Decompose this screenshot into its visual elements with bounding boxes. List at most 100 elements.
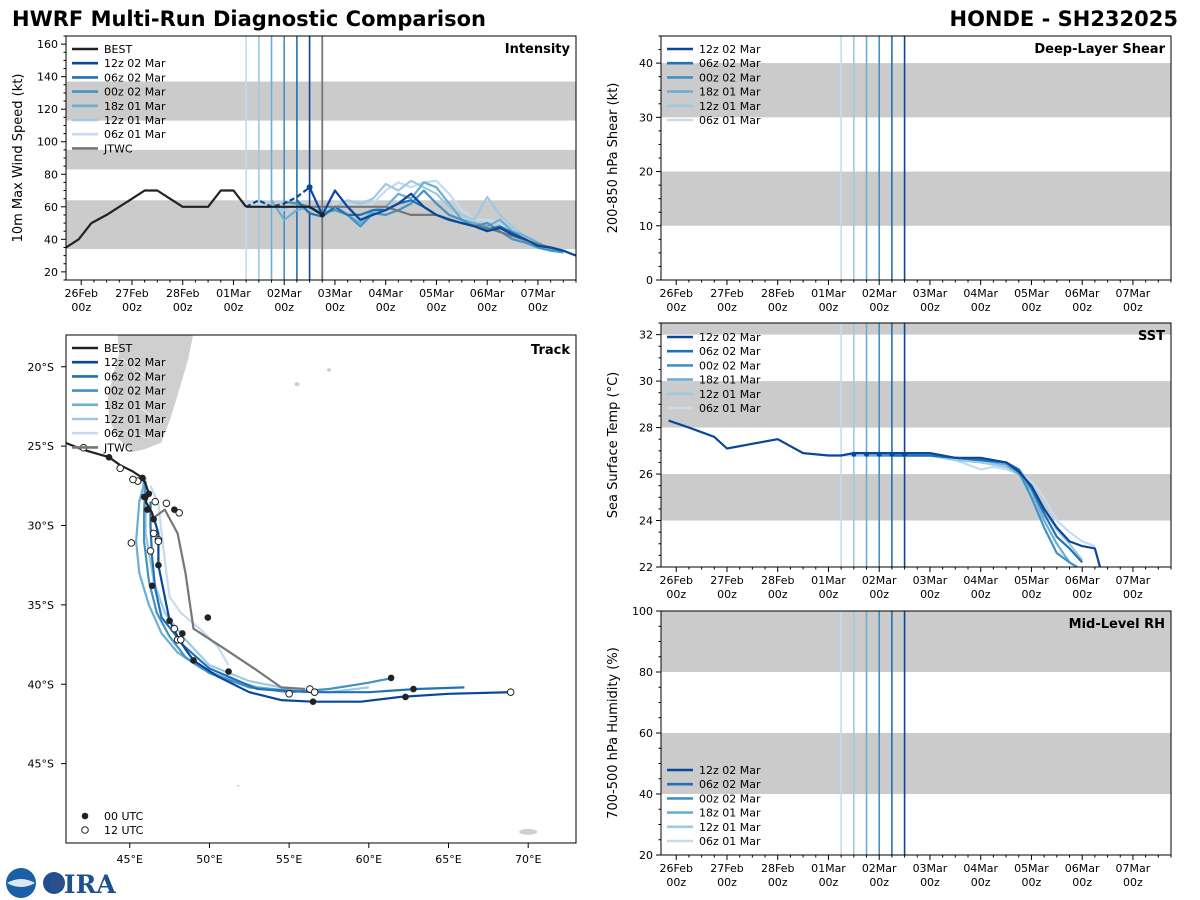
x-tick-label: 00z [1123,301,1143,314]
y-axis-label: 200-850 hPa Shear (kt) [606,83,621,234]
x-tick-label: 00z [274,301,294,314]
series-line [245,186,311,208]
legend-label: 06z 01 Mar [699,114,761,127]
marker-12utc [285,689,293,698]
y-tick-label: 100 [37,136,58,149]
y-axis-label: 700-500 hPa Humidity (%) [606,647,621,819]
y-tick-label: 40 [44,233,58,246]
x-tick-label: 03Mar [913,574,948,587]
legend-label: 06z 01 Mar [104,128,166,141]
globe-icon [43,872,65,894]
y-tick-label: 22 [639,561,653,574]
y-tick-label: 20°S [28,361,54,374]
x-tick-label: 01Mar [216,287,251,300]
marker-00utc [204,614,212,621]
x-tick-label: 28Feb [761,862,794,875]
init-marker [306,184,313,191]
threshold-band [661,323,1171,335]
x-tick-label: 00z [1022,588,1042,601]
x-tick-label: 00z [869,876,889,889]
x-tick-label: 00z [869,301,889,314]
legend-label: 12z 02 Mar [699,764,761,777]
marker-00utc [190,657,197,664]
x-tick-label: 50°E [196,853,222,866]
init-marker [851,451,857,457]
x-tick-label: 00z [173,301,193,314]
x-tick-label: 00z [71,301,91,314]
init-marker [876,451,882,457]
track-map: 45°E 50°E 55°E 60°E 65°E 70°E 20°S 25°S 30°S 35°S… [28,334,577,866]
legend-label: 12z 02 Mar [104,57,166,70]
legend-label: 12z 01 Mar [699,821,761,834]
x-tick-label: 26Feb [64,287,97,300]
marker-00utc [171,506,178,513]
init-marker [889,451,895,457]
init-marker [864,451,870,457]
x-tick-label: 00z [717,301,737,314]
legend-label: 00 UTC [104,810,144,823]
marker-12utc [506,688,515,696]
x-tick-label: 05Mar [1014,574,1049,587]
marker-00utc [225,668,232,675]
x-tick-label: 00z [1022,876,1042,889]
legend-label: 00z 02 Mar [104,385,166,398]
x-tick-label: 00z [768,301,788,314]
plot-area [661,323,1171,567]
x-tick-label: 28Feb [761,287,794,300]
x-tick-label: 02Mar [862,287,897,300]
x-tick-label: 00z [869,588,889,601]
legend-label: 12z 01 Mar [699,388,761,401]
panel-title: Deep-Layer Shear [1034,42,1165,57]
y-tick-label: 30 [639,375,653,388]
legend-label: 00z 02 Mar [699,71,761,84]
marker-00utc [143,506,151,513]
legend-label: JTWC [103,441,133,454]
y-tick-label: 20 [639,849,653,862]
track-line [153,508,306,691]
legend-label: 06z 02 Mar [104,370,166,383]
legend-label: 00z 02 Mar [104,86,166,99]
legend-label: 18z 01 Mar [104,399,166,412]
x-tick-label: 00z [325,301,345,314]
marker-00utc [410,685,417,693]
mauritius-island [326,368,331,372]
noaa-gull-icon [7,879,35,887]
x-tick-label: 05Mar [1014,287,1049,300]
rh-chart: 2040608010026Feb00z27Feb00z28Feb00z01Mar… [606,605,1172,889]
x-tick-label: 01Mar [811,287,846,300]
marker-12utc [149,529,158,538]
marker-12utc [162,499,171,508]
series-line [309,205,564,252]
series-line [308,186,576,257]
x-tick-label: 00z [1072,876,1092,889]
y-tick-label: 24 [639,515,653,528]
marker-12utc [154,537,163,546]
x-tick-label: 26Feb [659,862,692,875]
intensity-chart: 2040608010012014016026Feb00z27Feb00z28Fe… [11,35,577,314]
x-tick-label: 27Feb [710,862,743,875]
plot-area [661,36,1171,280]
legend-label: JTWC [103,142,133,155]
x-tick-label: 00z [768,588,788,601]
axes-frame [660,322,1172,568]
threshold-band [661,63,1171,118]
x-tick-label: 02Mar [862,862,897,875]
x-tick-label: 00z [528,301,548,314]
x-tick-label: 04Mar [368,287,403,300]
y-tick-label: 0 [646,274,653,287]
y-tick-label: 32 [639,329,653,342]
x-tick-label: 00z [717,588,737,601]
x-tick-label: 02Mar [862,574,897,587]
init-marker [902,451,908,457]
x-tick-label: 00z [666,876,686,889]
x-tick-label: 00z [1072,588,1092,601]
threshold-band [661,474,1171,521]
legend-label: 06z 02 Mar [699,778,761,791]
x-tick-label: 01Mar [811,862,846,875]
legend-label: 12z 02 Mar [699,43,761,56]
marker-00utc [140,493,148,501]
threshold-band [66,81,576,121]
